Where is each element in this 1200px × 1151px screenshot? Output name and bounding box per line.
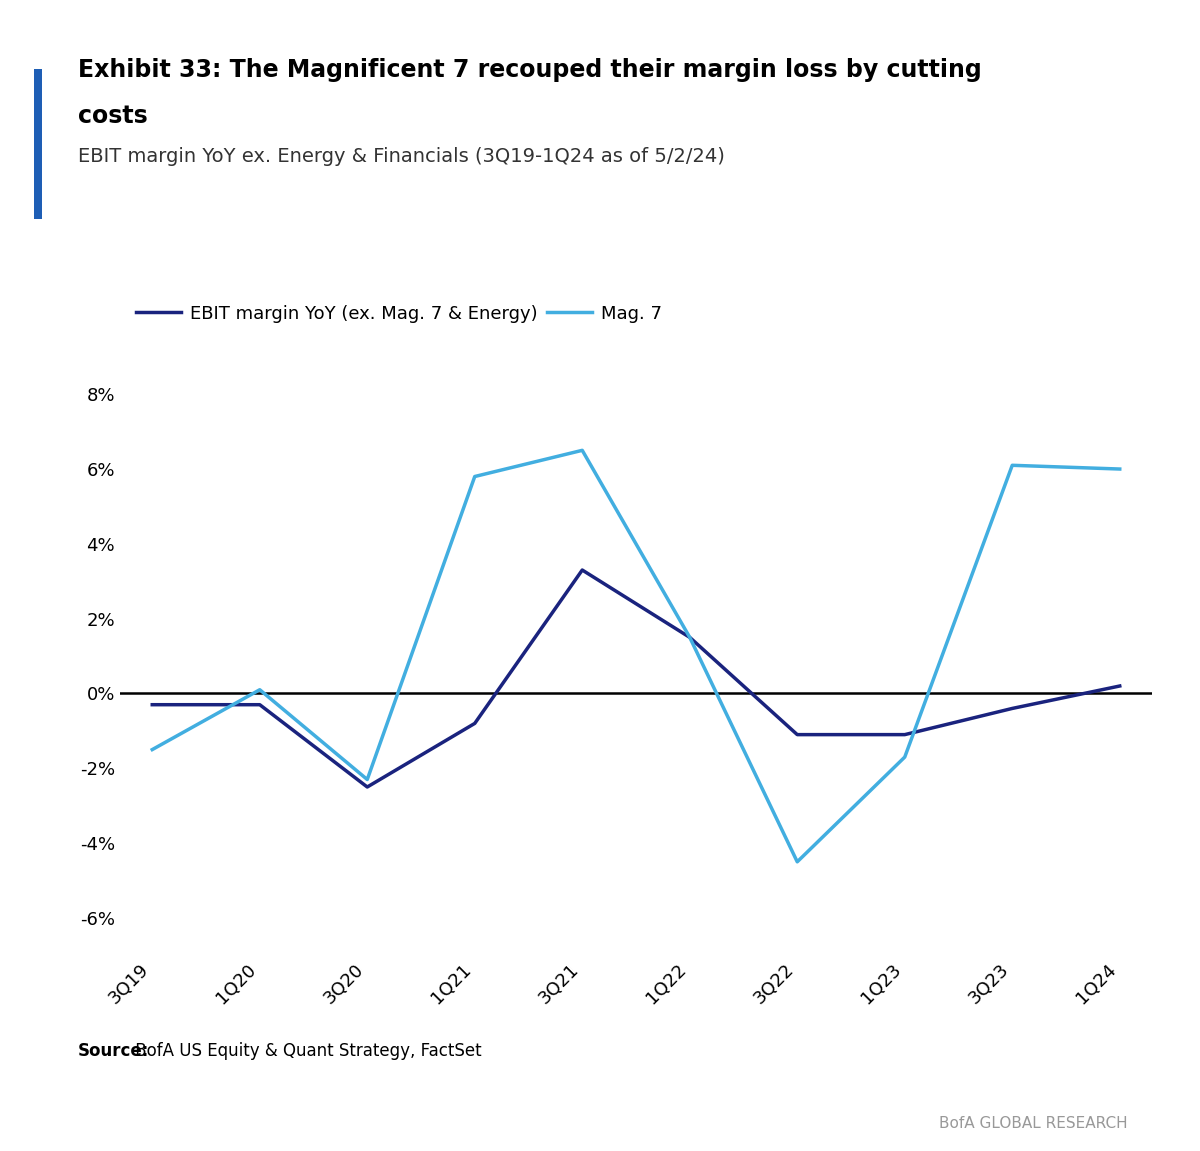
Text: Source:: Source: [78, 1042, 149, 1060]
Text: BofA GLOBAL RESEARCH: BofA GLOBAL RESEARCH [940, 1116, 1128, 1131]
Text: EBIT margin YoY ex. Energy & Financials (3Q19-1Q24 as of 5/2/24): EBIT margin YoY ex. Energy & Financials … [78, 147, 725, 167]
Text: BofA US Equity & Quant Strategy, FactSet: BofA US Equity & Quant Strategy, FactSet [130, 1042, 481, 1060]
Text: costs: costs [78, 104, 148, 128]
Legend: EBIT margin YoY (ex. Mag. 7 & Energy), Mag. 7: EBIT margin YoY (ex. Mag. 7 & Energy), M… [130, 297, 670, 330]
Text: Exhibit 33: The Magnificent 7 recouped their margin loss by cutting: Exhibit 33: The Magnificent 7 recouped t… [78, 58, 982, 82]
